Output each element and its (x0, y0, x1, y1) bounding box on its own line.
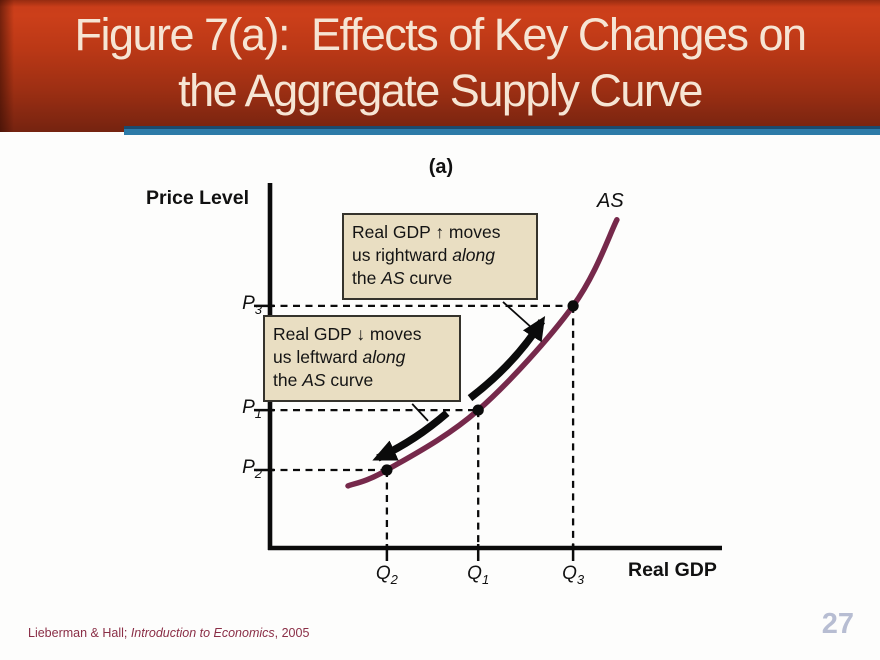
citation-prefix: Lieberman & Hall; (28, 626, 131, 640)
footer-citation: Lieberman & Hall; Introduction to Econom… (28, 626, 309, 640)
leftward-along-as-arrow (372, 410, 450, 462)
title-bar: Figure 7(a): Effects of Key Changes on t… (0, 0, 880, 132)
y-axis-label: Price Level (146, 187, 249, 209)
x-tick-label-q2: Q2 (375, 563, 398, 587)
x-axis-label: Real GDP (628, 559, 717, 581)
callout-leader-2 (411, 403, 429, 422)
y-tick-label-p1: P1 (242, 397, 262, 421)
x-tick-label-q1: Q1 (467, 563, 490, 587)
point-q1-p1 (472, 404, 484, 416)
rightward-along-as-arrow (467, 316, 546, 402)
y-tick-label-p2: P2 (242, 456, 262, 481)
point-q2-p2 (381, 464, 393, 476)
page-title: Figure 7(a): Effects of Key Changes on t… (0, 0, 880, 119)
x-tick-label-q3: Q3 (562, 563, 585, 587)
citation-book-title: Introduction to Economics (130, 626, 275, 640)
callout-leader-1 (502, 301, 533, 329)
citation-suffix: , 2005 (274, 626, 310, 640)
as-curve-label: AS (597, 190, 624, 212)
callout-real-gdp-up: Real GDP ↑ moves us rightward along the AS… (342, 213, 538, 300)
page-title-line-1: Figure 7(a): Effects of Key Changes on (74, 9, 807, 60)
point-q3-p3 (567, 300, 579, 312)
panel-label: (a) (428, 156, 454, 178)
page-title-line-2: the Aggregate Supply Curve (178, 65, 703, 116)
page-number: 27 (821, 608, 854, 640)
callout-real-gdp-down: Real GDP ↓ moves us leftward along the AS … (263, 315, 461, 402)
y-tick-label-p3: P3 (242, 292, 262, 317)
title-underline-bar (124, 126, 880, 135)
